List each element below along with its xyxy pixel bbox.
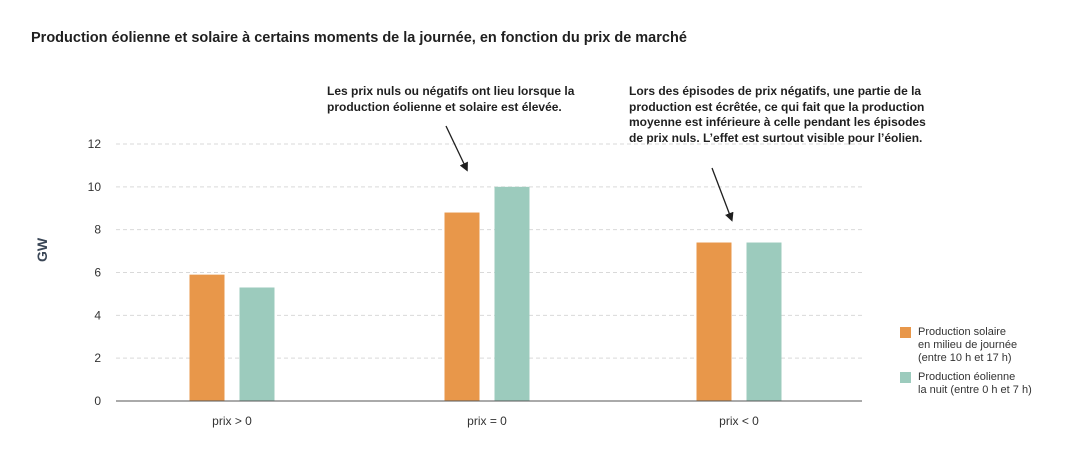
x-tick-label: prix > 0: [212, 414, 252, 428]
bar-solar-1: [189, 274, 225, 401]
x-tick-label: prix = 0: [467, 414, 507, 428]
bar-solar-2: [444, 212, 480, 401]
legend: Production solaire en milieu de journée …: [900, 326, 1080, 403]
legend-item-wind: Production éolienne la nuit (entre 0 h e…: [900, 371, 1080, 397]
legend-label-solar: Production solaire en milieu de journée …: [918, 326, 1018, 364]
bar-wind-2: [494, 186, 530, 401]
annotation-zero-price: Les prix nuls ou négatifs ont lieu lorsq…: [327, 84, 575, 114]
bar-wind-3: [746, 242, 782, 401]
y-tick-label: 10: [88, 180, 102, 194]
x-tick-label: prix < 0: [719, 414, 759, 428]
annotation-arrow-2: [711, 167, 734, 222]
legend-item-solar: Production solaire en milieu de journée …: [900, 326, 1080, 365]
y-tick-label: 12: [88, 137, 102, 151]
annotation-negative-price: Lors des épisodes de prix négatifs, une …: [629, 84, 926, 145]
legend-label-wind: Production éolienne la nuit (entre 0 h e…: [918, 371, 1032, 396]
chart-title: Production éolienne et solaire à certain…: [31, 30, 687, 46]
y-tick-label: 6: [94, 266, 101, 280]
annotation-arrow-1: [445, 125, 468, 172]
bar-wind-1: [239, 287, 275, 401]
y-tick-label: 2: [94, 351, 101, 365]
y-tick-label: 8: [94, 223, 101, 237]
legend-swatch-wind: [900, 372, 911, 383]
bar-solar-3: [696, 242, 732, 401]
y-tick-label: 0: [94, 394, 101, 408]
y-tick-label: 4: [94, 308, 101, 322]
legend-swatch-solar: [900, 327, 911, 338]
